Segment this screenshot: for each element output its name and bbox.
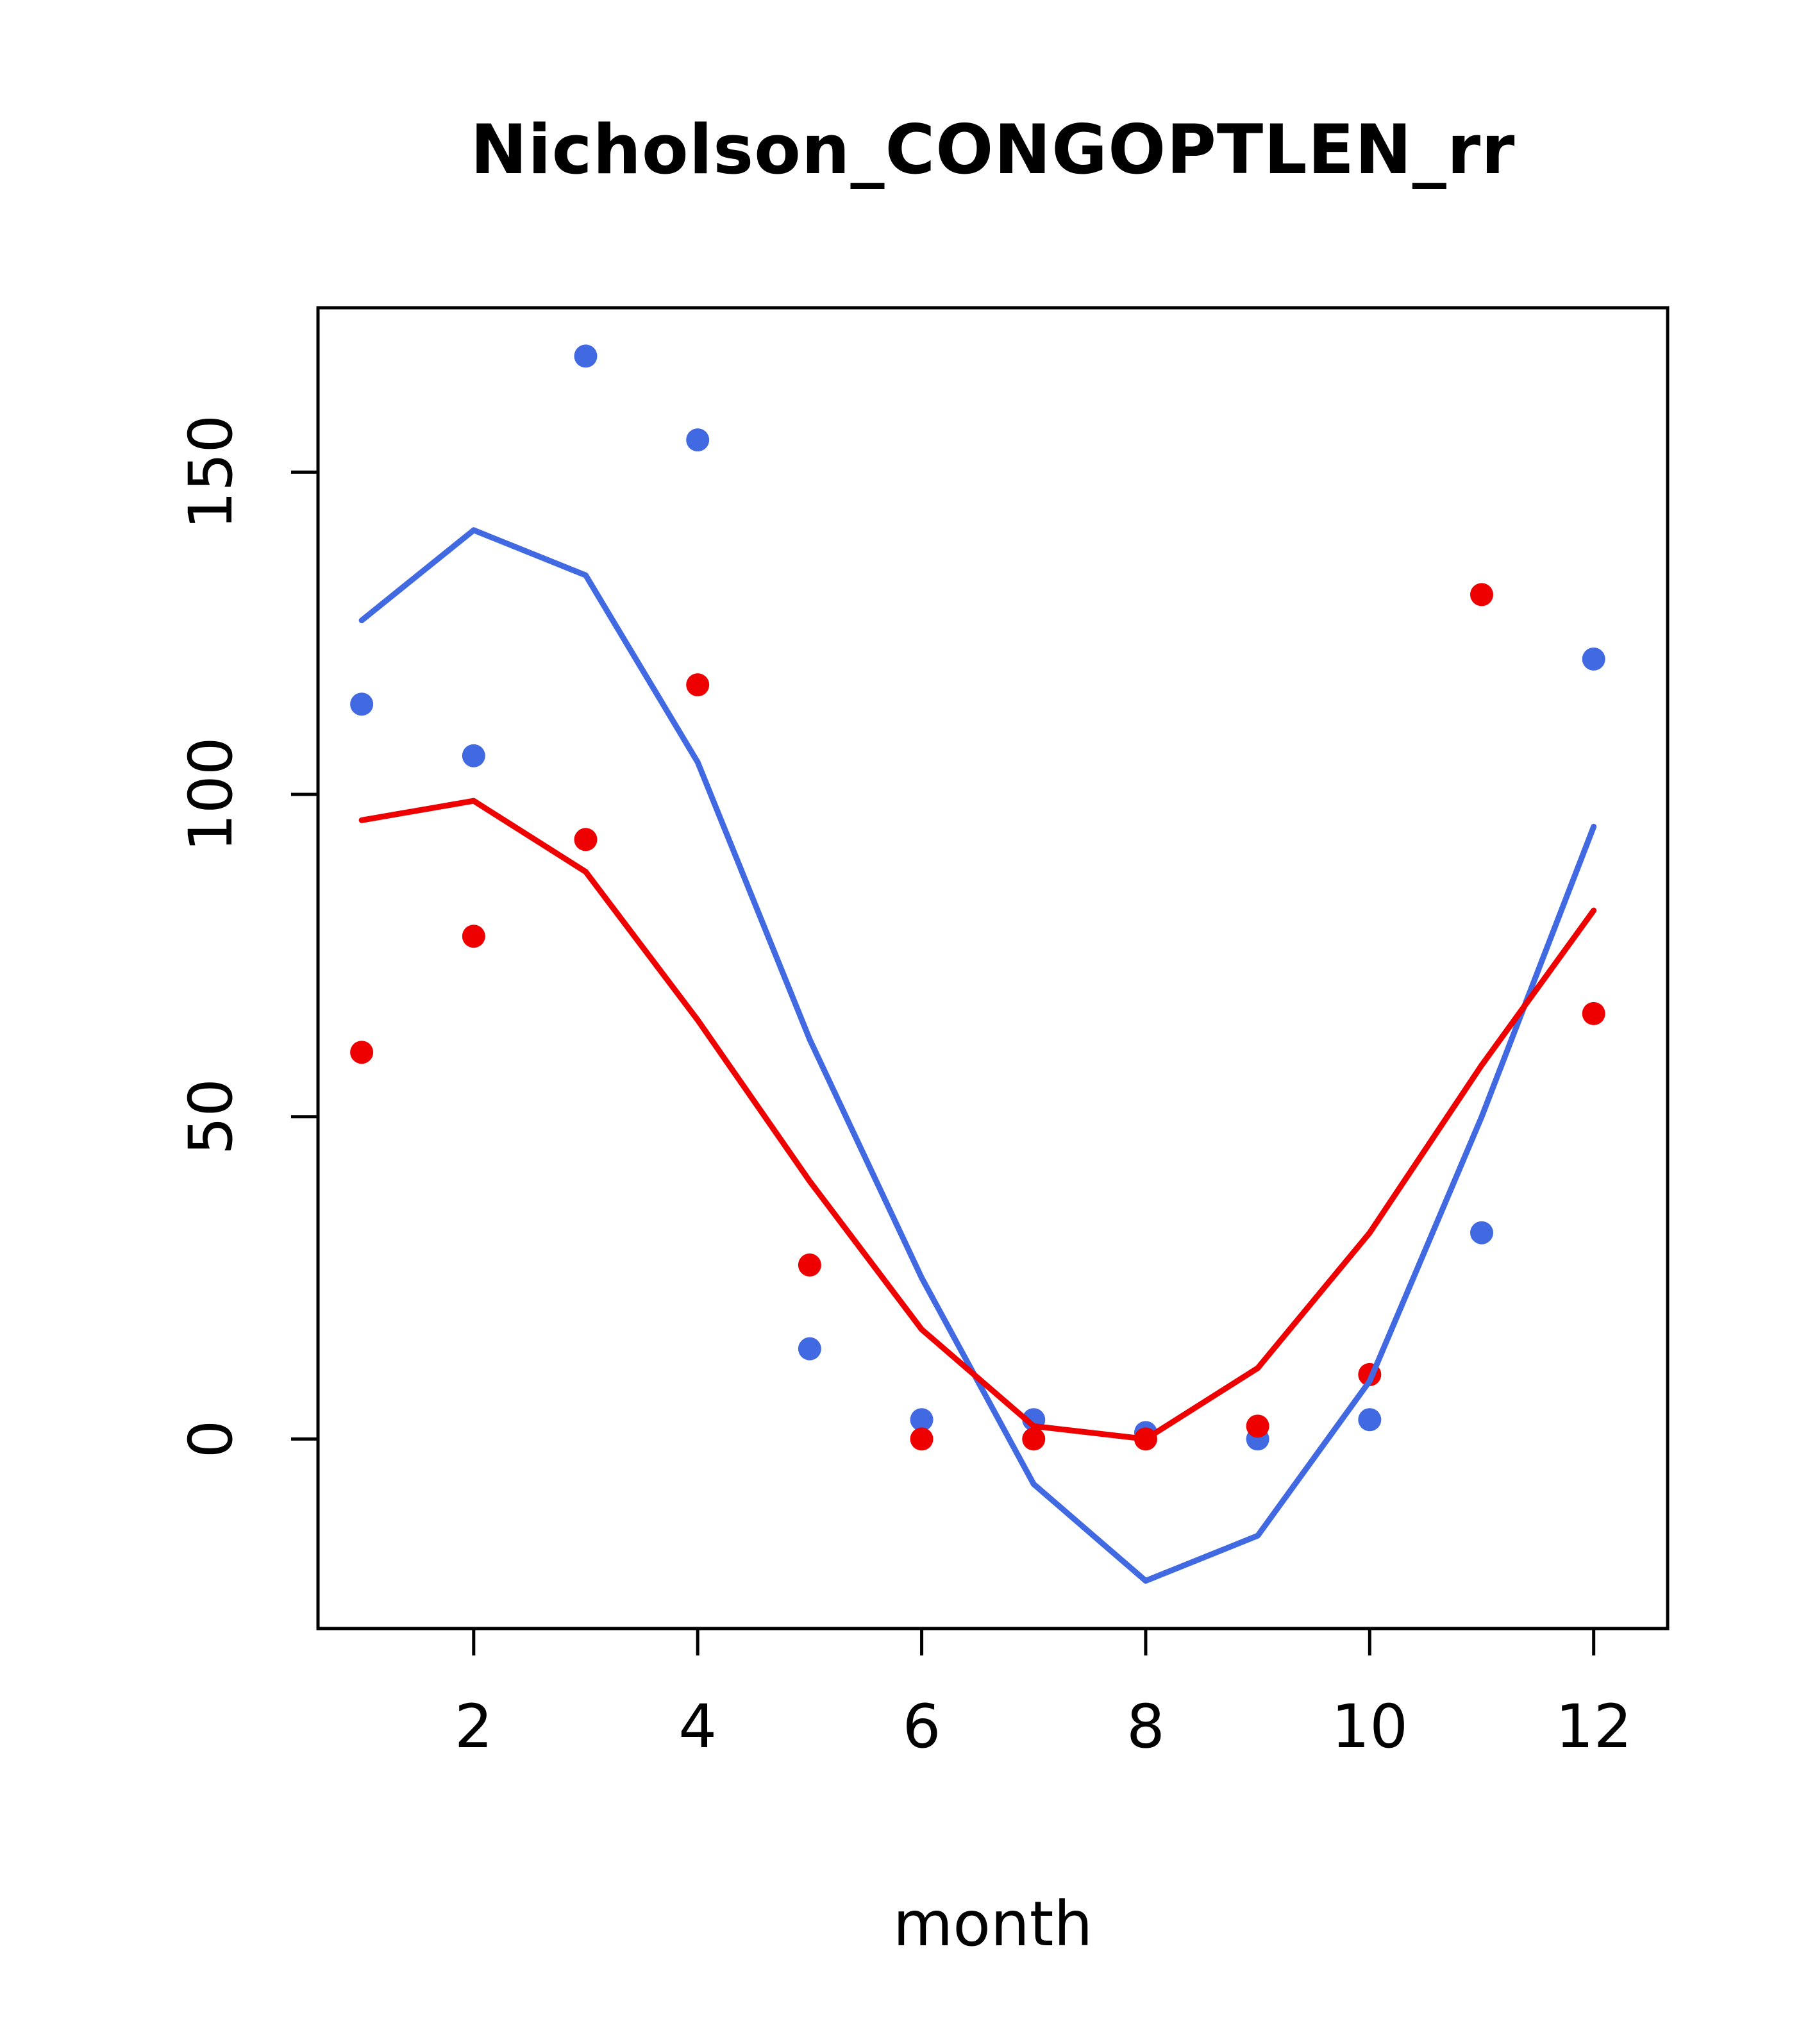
y-tick-label: 100 (176, 737, 246, 851)
x-tick-label: 8 (1126, 1692, 1165, 1762)
blue-points-marker (686, 428, 710, 452)
blue-points-marker (1582, 647, 1605, 671)
blue-points-marker (574, 344, 598, 368)
red-line (358, 798, 1597, 1442)
plot-box (316, 306, 1670, 1630)
red-points-marker (1470, 583, 1494, 607)
red-points-marker (462, 925, 485, 948)
x-tick-label: 6 (903, 1692, 941, 1762)
y-tick-label: 0 (176, 1420, 246, 1459)
x-tick-label: 2 (455, 1692, 493, 1762)
blue-line (358, 527, 1597, 1584)
y-tick-label: 150 (176, 415, 246, 530)
blue-points-marker (798, 1337, 821, 1361)
red-points-marker (574, 828, 598, 851)
blue-points-marker (910, 1408, 934, 1432)
blue-points-marker (462, 744, 485, 767)
chart-title: Nicholson_CONGOPTLEN_rr (470, 110, 1516, 189)
y-tick-label: 50 (176, 1078, 246, 1155)
red-points-marker (1246, 1414, 1269, 1438)
red-points-marker (1582, 1001, 1605, 1025)
red-points-marker (910, 1427, 934, 1451)
red-points-marker (686, 673, 710, 697)
blue-points-marker (1358, 1408, 1382, 1432)
red-points-marker (798, 1253, 821, 1277)
x-tick-label: 10 (1332, 1692, 1409, 1762)
x-tick-label: 4 (678, 1692, 717, 1762)
x-axis-label: month (892, 1888, 1093, 1960)
red-points-marker (350, 1041, 374, 1064)
blue-points-marker (350, 692, 374, 716)
blue-points-marker (1470, 1221, 1494, 1244)
red-points-marker (1022, 1427, 1046, 1451)
x-tick-label: 12 (1555, 1692, 1632, 1762)
